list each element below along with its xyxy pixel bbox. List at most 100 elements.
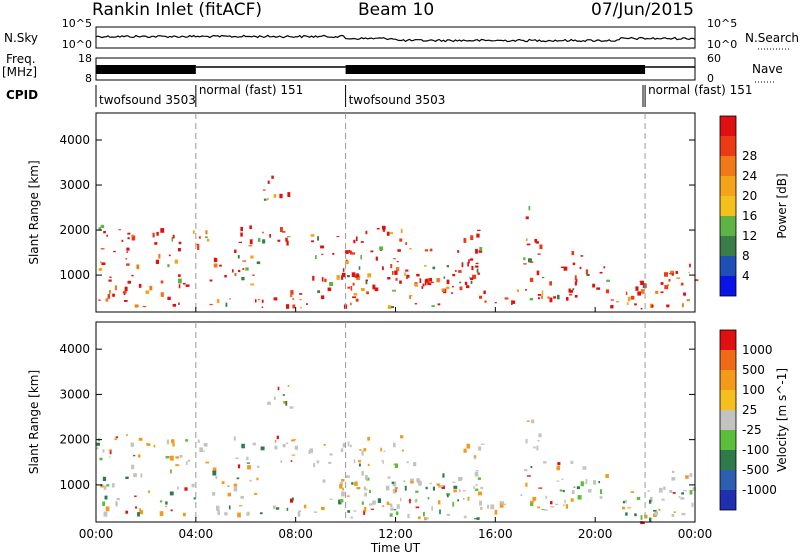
heatmap-cell <box>100 261 102 264</box>
heatmap-cell <box>463 448 467 453</box>
heatmap-cell <box>354 481 358 486</box>
heatmap-cell <box>415 490 419 493</box>
noise-left-tick-top: 10^5 <box>62 17 92 30</box>
heatmap-cell <box>470 258 474 261</box>
heatmap-cell <box>257 465 260 468</box>
heatmap-cell <box>321 507 325 511</box>
x-tick-label: 08:00 <box>278 527 313 541</box>
heatmap-cell <box>367 273 372 278</box>
heatmap-cell <box>240 495 244 499</box>
colorbar-swatch <box>720 430 736 450</box>
heatmap-cell <box>262 189 266 191</box>
heatmap-cell <box>315 255 317 259</box>
heatmap-cell <box>474 518 478 520</box>
heatmap-cell <box>683 292 686 296</box>
heatmap-cell <box>680 497 685 500</box>
heatmap-cell <box>654 511 658 516</box>
heatmap-cell <box>393 489 396 494</box>
heatmap-cell <box>361 501 364 505</box>
heatmap-cell <box>140 473 143 478</box>
heatmap-cell <box>345 250 349 254</box>
heatmap-cell <box>248 245 253 247</box>
y-axis-label: Slant Range [km] <box>27 370 41 474</box>
heatmap-cell <box>423 511 425 517</box>
heatmap-cell <box>427 496 430 500</box>
heatmap-cell <box>98 227 102 231</box>
heatmap-cell <box>199 447 203 452</box>
heatmap-cell <box>413 462 417 467</box>
heatmap-cell <box>529 297 534 301</box>
heatmap-cell <box>234 249 237 253</box>
cpid-label: CPID <box>6 88 39 102</box>
heatmap-cell <box>133 454 136 457</box>
heatmap-cell <box>280 227 283 232</box>
heatmap-cell <box>446 513 450 516</box>
heatmap-cell <box>242 260 247 262</box>
heatmap-cell <box>471 265 474 271</box>
colorbar-swatch <box>720 390 736 410</box>
heatmap-cell <box>96 447 99 450</box>
heatmap-cell <box>476 517 480 520</box>
heatmap-cell <box>393 258 396 260</box>
heatmap-cell <box>596 287 601 290</box>
heatmap-cell <box>273 297 278 301</box>
heatmap-cell <box>306 303 308 305</box>
heatmap-cell <box>98 299 101 301</box>
heatmap-cell <box>574 281 577 286</box>
beam-title: Beam 10 <box>358 0 435 20</box>
heatmap-cell <box>332 252 335 255</box>
heatmap-cell <box>474 471 479 477</box>
heatmap-cell <box>320 295 325 300</box>
heatmap-cell <box>399 497 402 502</box>
colorbar-tick: -1000 <box>742 483 777 497</box>
heatmap-cell <box>299 293 303 295</box>
heatmap-cell <box>381 460 385 462</box>
heatmap-cell <box>671 477 676 481</box>
heatmap-cell <box>356 276 360 280</box>
colorbar-swatch <box>720 256 736 276</box>
heatmap-cell <box>342 443 346 448</box>
heatmap-cell <box>256 477 259 481</box>
heatmap-cell <box>359 449 362 451</box>
heatmap-cell <box>106 234 108 237</box>
heatmap-cell <box>634 513 637 517</box>
y-tick-label: 1000 <box>59 268 90 282</box>
heatmap-cell <box>177 248 181 252</box>
heatmap-cell <box>377 498 381 503</box>
heatmap-cell <box>553 296 556 299</box>
heatmap-cell <box>405 269 409 272</box>
heatmap-cell <box>389 513 393 517</box>
heatmap-cell <box>329 282 334 287</box>
heatmap-cell <box>593 480 597 485</box>
heatmap-cell <box>175 456 179 459</box>
heatmap-cell <box>418 480 422 486</box>
heatmap-cell <box>478 446 482 451</box>
heatmap-cell <box>640 289 645 294</box>
heatmap-cell <box>345 475 350 478</box>
heatmap-cell <box>235 457 239 459</box>
heatmap-cell <box>277 386 280 391</box>
heatmap-cell <box>356 487 360 490</box>
heatmap-cell <box>635 286 639 291</box>
heatmap-cell <box>390 264 393 269</box>
heatmap-cell <box>525 289 527 291</box>
heatmap-cell <box>649 499 652 504</box>
heatmap-cell <box>261 306 264 308</box>
heatmap-cell <box>380 447 382 452</box>
heatmap-cell <box>285 237 288 242</box>
heatmap-cell <box>599 496 603 499</box>
heatmap-cell <box>212 470 217 476</box>
heatmap-cell <box>259 512 263 515</box>
heatmap-cell <box>421 286 424 289</box>
heatmap-cell <box>562 489 565 493</box>
heatmap-cell <box>393 509 397 511</box>
heatmap-cell <box>341 272 346 278</box>
heatmap-cell <box>347 441 350 447</box>
colorbar-swatch <box>720 370 736 390</box>
heatmap-cell <box>574 275 577 281</box>
heatmap-cell <box>550 501 553 505</box>
heatmap-cell <box>159 511 164 517</box>
heatmap-cell <box>426 278 430 283</box>
heatmap-cell <box>321 253 324 256</box>
